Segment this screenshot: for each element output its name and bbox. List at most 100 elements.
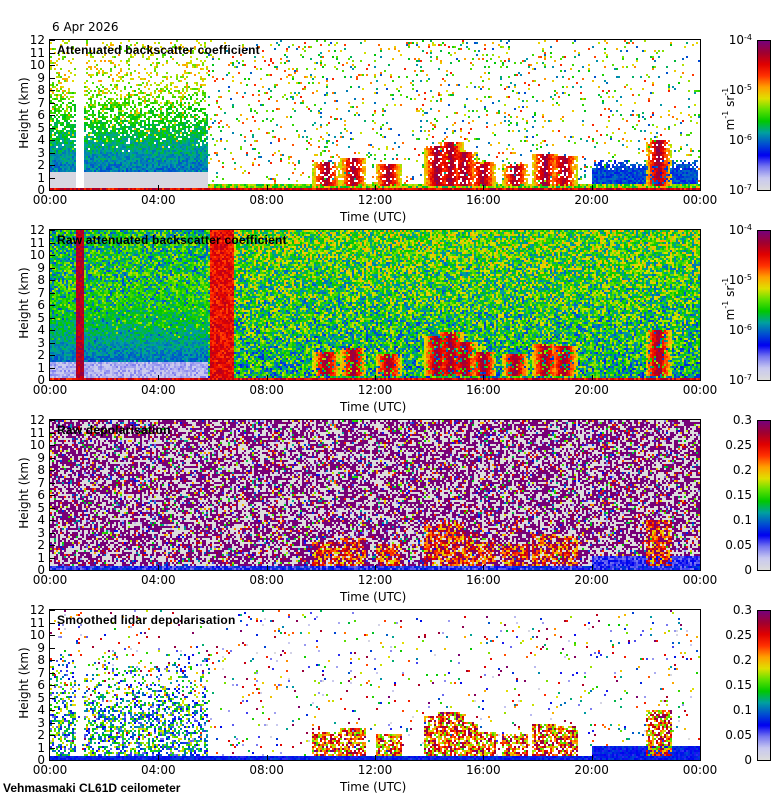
x-tick-mark [591,565,593,570]
tick-exponent: -7 [744,373,752,382]
x-tick-mark [591,375,593,380]
y-tick-mark [50,760,55,761]
x-tick-mark [266,565,268,570]
x-tick-mark [266,755,268,760]
x-tick-label: 00:00 [32,763,68,777]
y-tick-label: 11 [29,235,45,250]
y-tick-mark [50,722,55,724]
x-tick-mark [158,755,160,760]
y-tick-label: 8 [37,83,45,97]
y-tick-mark [50,545,55,546]
y-tick-mark [50,355,55,356]
y-tick-mark [50,635,55,636]
colorbar-tick-label: 10-6 [712,133,752,146]
y-tick-label: 0 [37,563,45,577]
y-axis-label: Height (km) [17,267,31,339]
y-tick-mark [50,127,55,129]
x-tick-label: 00:00 [682,193,718,207]
x-tick-mark [266,375,268,380]
y-tick-mark [50,342,55,344]
colorbar-tick-label: 0.05 [725,728,752,742]
panel-title: Raw attenuated backscatter coefficient [57,233,287,247]
x-tick-label: 16:00 [466,193,501,207]
x-tick-mark [591,755,593,760]
x-tick-mark [483,565,485,570]
heatmap-plot [50,40,700,190]
y-tick-label: 12 [29,603,45,617]
y-tick-mark [50,102,55,104]
y-tick-mark [50,710,55,711]
y-tick-mark [50,77,55,79]
y-tick-mark [50,507,55,509]
x-tick-label: 12:00 [357,763,393,777]
x-tick-mark [375,565,376,570]
y-tick-mark [50,177,55,179]
panel-title: Raw depolarisation [57,423,171,437]
y-tick-label: 4 [37,323,45,337]
y-tick-mark [50,697,55,699]
tick-base: 10 [728,273,745,287]
y-tick-label: 6 [37,678,45,692]
tick-base: 10 [728,33,745,47]
y-tick-mark [50,532,55,534]
y-tick-mark [50,470,55,471]
y-tick-mark [50,90,55,91]
y-tick-label: 1 [37,550,45,565]
x-tick-label: 12:00 [357,573,393,587]
y-tick-mark [50,557,55,559]
y-tick-mark [50,520,55,521]
y-tick-label: 8 [37,273,45,287]
x-tick-label: 08:00 [249,573,284,587]
y-tick-mark [50,432,55,434]
tick-exponent: -7 [744,183,752,192]
y-tick-label: 2 [37,728,45,742]
y-tick-label: 9 [37,260,45,275]
colorbar-tick-label: 10-4 [712,223,752,236]
colorbar-tick-label: 0.25 [725,438,752,452]
colorbar-unit-label: m-1 sr-1 [721,269,737,329]
y-tick-label: 3 [37,525,45,540]
y-tick-mark [50,672,55,674]
y-tick-label: 7 [37,665,45,680]
y-tick-label: 2 [37,158,45,172]
unit-exponent: -1 [721,277,730,286]
colorbar-tick-label: 0.2 [732,463,752,477]
y-tick-label: 7 [37,285,45,300]
colorbar-tick-label: 10-5 [712,273,752,287]
x-tick-label: 04:00 [141,763,176,777]
y-tick-label: 5 [37,500,45,515]
x-tick-label: 12:00 [357,383,393,397]
y-tick-label: 12 [29,223,45,237]
tick-exponent: -6 [744,323,752,332]
x-axis-label: Time (UTC) [340,210,407,224]
y-tick-mark [50,242,55,244]
x-tick-label: 08:00 [249,763,284,777]
tick-exponent: -4 [744,223,752,232]
y-tick-mark [50,52,55,54]
y-tick-mark [50,380,55,381]
x-tick-mark [375,375,376,380]
y-tick-mark [50,267,55,269]
x-tick-mark [158,565,160,570]
unit-symbol: sr [723,95,737,111]
y-tick-mark [50,570,55,571]
heatmap-plot [50,230,700,380]
colorbar-tick-label: 0.05 [725,538,752,552]
y-tick-label: 3 [37,145,45,160]
colorbar [757,420,771,571]
x-tick-label: 00:00 [32,383,68,397]
y-tick-mark [50,660,55,661]
colorbar-tick-label: 0.1 [732,513,752,527]
y-tick-mark [50,40,55,41]
y-tick-mark [50,280,55,281]
y-tick-label: 10 [29,438,45,452]
tick-base: 10 [728,323,745,337]
tick-base: 10 [728,83,745,97]
x-tick-mark [591,185,593,190]
y-tick-mark [50,647,55,649]
y-tick-label: 6 [37,108,45,122]
y-tick-mark [50,610,55,611]
unit-symbol: m [723,118,737,131]
colorbar-tick-label: 0 [744,753,752,767]
y-tick-mark [50,735,55,736]
